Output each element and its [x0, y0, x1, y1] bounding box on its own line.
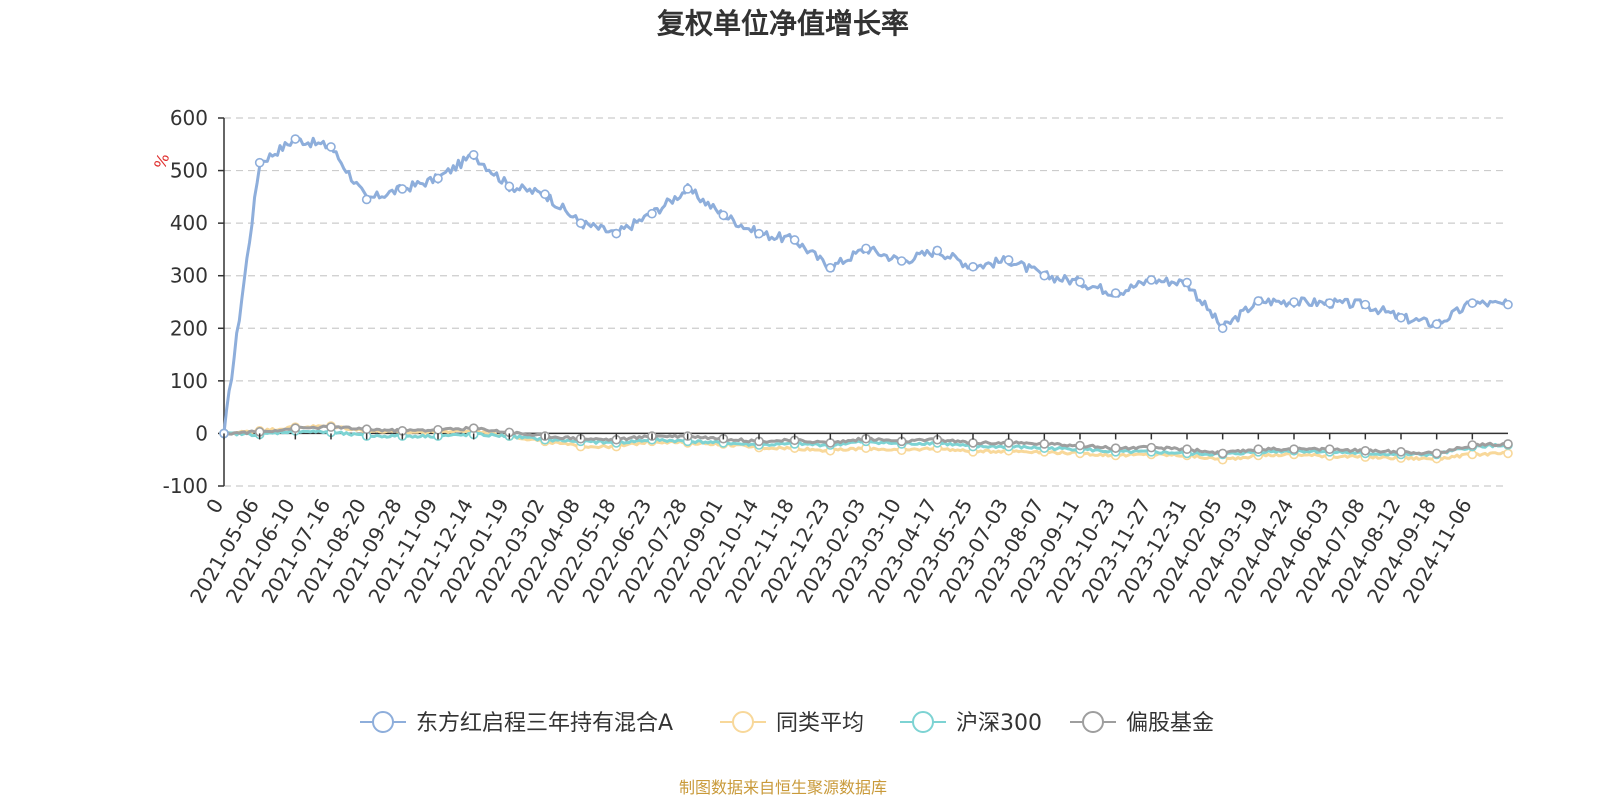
data-point — [1396, 447, 1406, 457]
y-axis-unit-label: % — [150, 151, 173, 172]
data-point — [611, 228, 622, 239]
y-tick-label: 300 — [170, 264, 208, 288]
data-point — [1503, 299, 1513, 310]
data-point — [1431, 319, 1442, 329]
data-point — [397, 184, 408, 194]
data-point — [1182, 444, 1192, 455]
data-point — [1253, 444, 1264, 455]
data-point — [1039, 270, 1050, 281]
data-point — [1003, 255, 1014, 265]
data-point — [1003, 438, 1014, 448]
data-point — [1217, 323, 1228, 334]
data-point — [1110, 288, 1121, 298]
data-point — [361, 424, 372, 435]
y-tick-label: 600 — [170, 106, 208, 130]
legend-label: 沪深300 — [956, 711, 1042, 736]
data-point — [1146, 442, 1157, 453]
data-point — [504, 181, 515, 192]
y-axis-tick-labels: 600 500 400 300 200 100 0 -100 — [163, 106, 208, 498]
y-tick-label: 0 — [195, 421, 208, 445]
data-point — [254, 157, 265, 168]
source-note: 制图数据来自恒生聚源数据库 — [679, 778, 887, 797]
y-tick-label: 500 — [170, 159, 208, 183]
data-point — [1182, 277, 1192, 288]
data-point — [433, 424, 443, 435]
data-point — [1146, 275, 1157, 285]
data-point — [290, 134, 301, 144]
data-point — [932, 245, 943, 256]
y-tick-label: 400 — [170, 211, 208, 235]
data-point — [1467, 298, 1478, 308]
data-point — [1360, 299, 1371, 310]
data-point — [968, 438, 978, 448]
data-point — [1360, 445, 1371, 456]
data-point — [968, 261, 978, 272]
data-point — [896, 256, 907, 266]
data-point — [1110, 443, 1121, 453]
data-point — [1503, 439, 1513, 449]
data-point — [1217, 448, 1228, 459]
x-axis-tick-labels: 02021-05-062021-06-102021-07-162021-08-2… — [185, 433, 1477, 607]
data-point — [1039, 439, 1050, 449]
y-tick-label: -100 — [163, 474, 208, 498]
data-point — [1503, 448, 1513, 459]
gridlines — [218, 117, 1508, 487]
data-point — [1431, 448, 1442, 459]
data-point — [1289, 297, 1299, 307]
legend-label: 同类平均 — [776, 711, 864, 736]
data-point — [861, 243, 871, 254]
legend-marker-icon — [732, 711, 754, 733]
data-point — [433, 173, 443, 184]
data-point — [326, 142, 336, 152]
data-point — [1075, 277, 1085, 287]
y-tick-label: 200 — [170, 316, 208, 340]
data-point — [1324, 444, 1335, 455]
data-point — [575, 218, 586, 228]
legend: 东方红启程三年持有混合A 同类平均 沪深300 偏股基金 — [360, 711, 1214, 736]
legend-item-0[interactable]: 东方红启程三年持有混合A — [360, 711, 673, 736]
data-point — [682, 184, 693, 194]
data-point — [1467, 440, 1478, 450]
data-point — [540, 189, 550, 200]
data-point — [1324, 298, 1335, 308]
legend-label: 东方红启程三年持有混合A — [416, 711, 673, 736]
legend-marker-icon — [372, 711, 394, 733]
data-point — [326, 422, 336, 432]
data-point — [1253, 296, 1264, 306]
legend-item-2[interactable]: 沪深300 — [900, 711, 1042, 736]
data-point — [361, 194, 372, 205]
data-point — [754, 228, 764, 239]
data-point — [468, 423, 479, 433]
data-point — [789, 235, 800, 245]
data-point — [1396, 312, 1406, 323]
chart-title: 复权单位净值增长率 — [657, 7, 909, 40]
legend-item-3[interactable]: 偏股基金 — [1070, 711, 1214, 736]
series-0 — [219, 134, 1513, 439]
data-point — [468, 150, 479, 160]
series-lines — [219, 134, 1513, 465]
legend-marker-icon — [1082, 711, 1104, 733]
data-point — [825, 263, 836, 273]
data-point — [1075, 440, 1085, 451]
data-point — [718, 210, 729, 221]
legend-marker-icon — [912, 711, 934, 733]
data-point — [1467, 449, 1478, 460]
legend-item-1[interactable]: 同类平均 — [720, 711, 864, 736]
data-point — [1289, 444, 1299, 455]
y-tick-label: 100 — [170, 369, 208, 393]
data-point — [825, 438, 836, 448]
legend-label: 偏股基金 — [1126, 711, 1214, 736]
data-point — [647, 208, 657, 219]
series-line-0 — [222, 136, 1510, 434]
data-point — [290, 423, 301, 433]
